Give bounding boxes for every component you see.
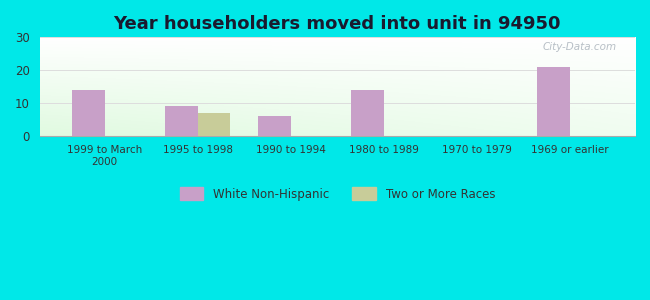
Bar [198, 113, 230, 136]
Title: Year householders moved into unit in 94950: Year householders moved into unit in 949… [114, 15, 561, 33]
Legend: White Non-Hispanic, Two or More Races: White Non-Hispanic, Two or More Races [175, 183, 500, 205]
Bar [165, 106, 198, 136]
Text: City-Data.com: City-Data.com [543, 42, 617, 52]
Bar [258, 116, 291, 136]
Bar [538, 67, 570, 136]
Bar [72, 90, 105, 136]
Bar [351, 90, 383, 136]
